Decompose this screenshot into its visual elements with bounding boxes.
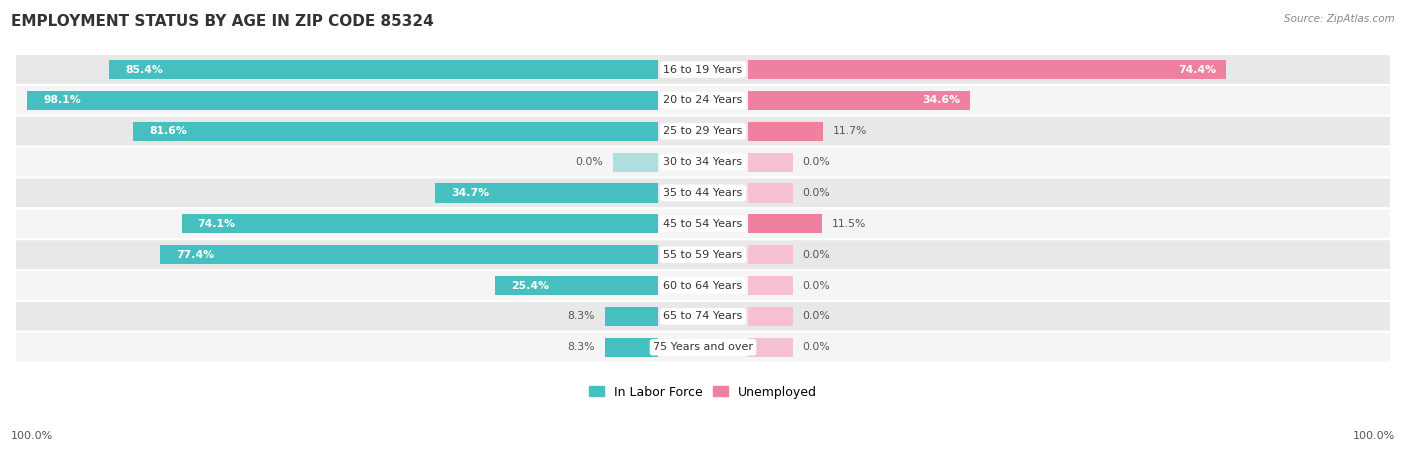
Bar [613, 153, 658, 171]
Bar [748, 60, 1226, 79]
Text: 98.1%: 98.1% [44, 95, 82, 105]
Text: 0.0%: 0.0% [803, 157, 831, 167]
Bar [434, 184, 658, 202]
FancyBboxPatch shape [15, 85, 1391, 116]
Text: 0.0%: 0.0% [803, 342, 831, 352]
Text: 60 to 64 Years: 60 to 64 Years [664, 280, 742, 291]
Text: 100.0%: 100.0% [1353, 431, 1395, 441]
Text: 20 to 24 Years: 20 to 24 Years [664, 95, 742, 105]
Text: 0.0%: 0.0% [803, 188, 831, 198]
Text: 0.0%: 0.0% [803, 250, 831, 260]
Text: 75 Years and over: 75 Years and over [652, 342, 754, 352]
Text: 35 to 44 Years: 35 to 44 Years [664, 188, 742, 198]
FancyBboxPatch shape [15, 54, 1391, 85]
Text: 0.0%: 0.0% [803, 311, 831, 321]
Legend: In Labor Force, Unemployed: In Labor Force, Unemployed [583, 381, 823, 404]
Text: 77.4%: 77.4% [176, 250, 215, 260]
Text: 8.3%: 8.3% [568, 342, 595, 352]
FancyBboxPatch shape [15, 116, 1391, 147]
Bar [605, 338, 658, 357]
FancyBboxPatch shape [15, 208, 1391, 239]
Bar [495, 276, 658, 295]
Text: 74.4%: 74.4% [1178, 64, 1216, 75]
Bar [134, 122, 658, 141]
Text: 25 to 29 Years: 25 to 29 Years [664, 126, 742, 136]
Text: 85.4%: 85.4% [125, 64, 163, 75]
Bar [748, 338, 793, 357]
Bar [748, 245, 793, 264]
Text: 74.1%: 74.1% [198, 219, 236, 229]
Text: 0.0%: 0.0% [575, 157, 603, 167]
Text: Source: ZipAtlas.com: Source: ZipAtlas.com [1284, 14, 1395, 23]
Text: EMPLOYMENT STATUS BY AGE IN ZIP CODE 85324: EMPLOYMENT STATUS BY AGE IN ZIP CODE 853… [11, 14, 434, 28]
Text: 65 to 74 Years: 65 to 74 Years [664, 311, 742, 321]
Bar [27, 91, 658, 110]
Text: 45 to 54 Years: 45 to 54 Years [664, 219, 742, 229]
Text: 16 to 19 Years: 16 to 19 Years [664, 64, 742, 75]
Bar [748, 214, 823, 234]
FancyBboxPatch shape [15, 332, 1391, 363]
Bar [160, 245, 658, 264]
Bar [181, 214, 658, 234]
Bar [748, 307, 793, 326]
Bar [748, 122, 824, 141]
Text: 8.3%: 8.3% [568, 311, 595, 321]
Text: 55 to 59 Years: 55 to 59 Years [664, 250, 742, 260]
Text: 81.6%: 81.6% [149, 126, 187, 136]
Text: 100.0%: 100.0% [11, 431, 53, 441]
Text: 11.7%: 11.7% [832, 126, 868, 136]
Text: 30 to 34 Years: 30 to 34 Years [664, 157, 742, 167]
Text: 25.4%: 25.4% [510, 280, 548, 291]
Bar [605, 307, 658, 326]
Text: 34.6%: 34.6% [922, 95, 960, 105]
FancyBboxPatch shape [15, 147, 1391, 177]
Bar [748, 184, 793, 202]
FancyBboxPatch shape [15, 270, 1391, 301]
Text: 34.7%: 34.7% [451, 188, 489, 198]
FancyBboxPatch shape [15, 177, 1391, 208]
Bar [108, 60, 658, 79]
Text: 11.5%: 11.5% [831, 219, 866, 229]
FancyBboxPatch shape [15, 239, 1391, 270]
Bar [748, 276, 793, 295]
FancyBboxPatch shape [15, 301, 1391, 332]
Text: 0.0%: 0.0% [803, 280, 831, 291]
Bar [748, 153, 793, 171]
Bar [748, 91, 970, 110]
